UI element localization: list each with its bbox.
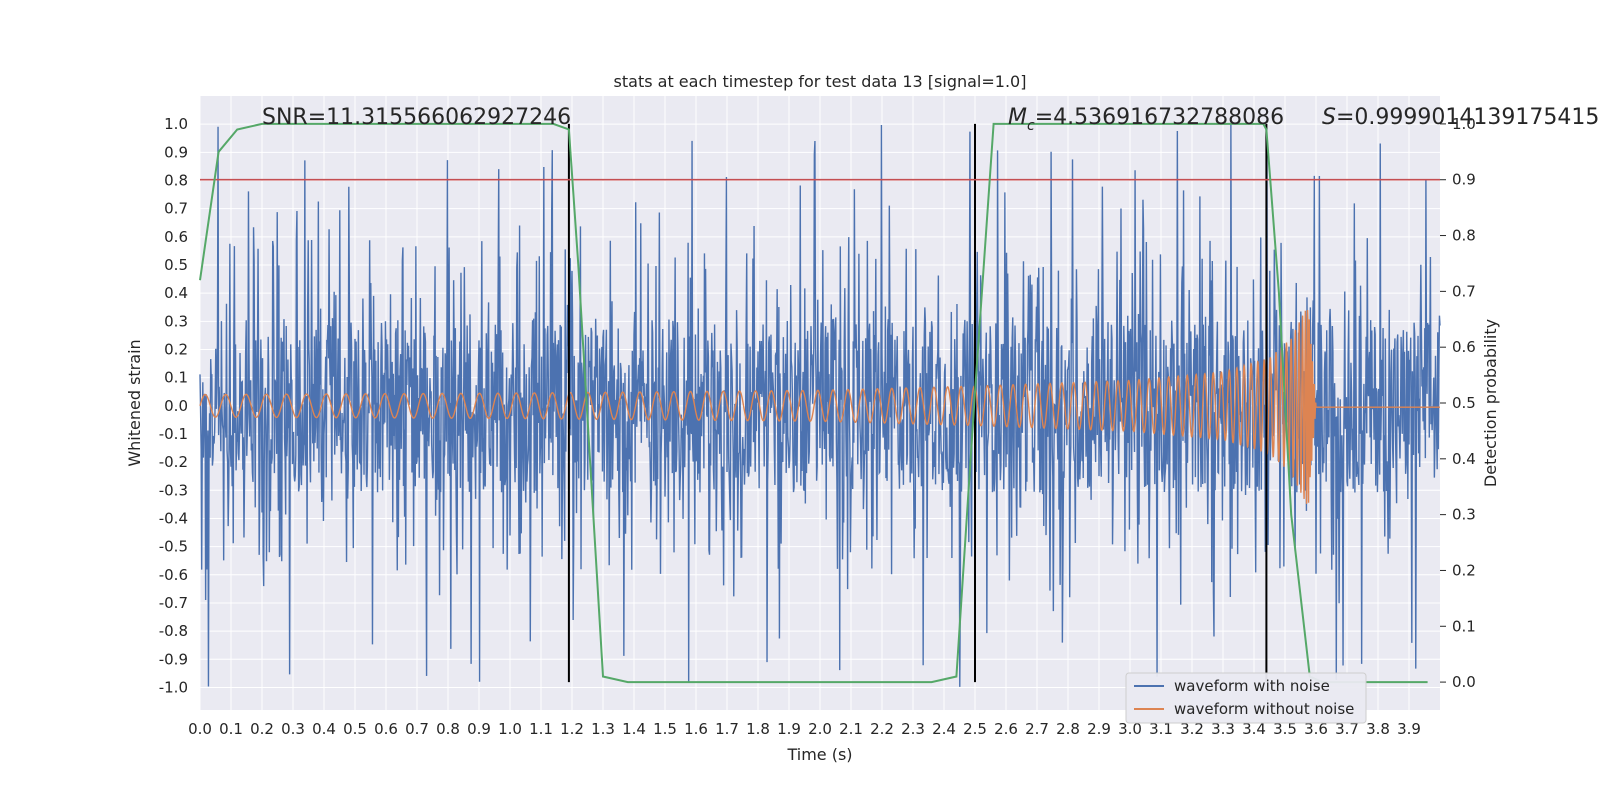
legend: waveform with noise waveform without noi… [1125,672,1367,724]
s-symbol: S [1322,105,1336,130]
x-tick-label: 2.9 [1087,720,1111,738]
y-tick-label: -0.9 [159,650,188,668]
y2-tick-label: 0.6 [1452,338,1476,356]
y-tick-label: 0.9 [164,143,188,161]
chart-title: stats at each timestep for test data 13 … [614,72,1027,91]
y-tick-label: 0.3 [164,312,188,330]
series-detection-probability [199,122,1428,684]
y2-tick-label: 0.9 [1452,171,1476,189]
x-tick-label: 0.8 [436,720,460,738]
x-tick-label: 3.1 [1149,720,1173,738]
y2-tick-label: 0.3 [1452,506,1476,524]
y2-tick-label: 1.0 [1452,115,1476,133]
x-tick-label: 1.6 [684,720,708,738]
x-axis-label: Time (s) [786,745,852,764]
x-tick-label: 3.4 [1242,720,1266,738]
series-waveform-without-noise [199,310,1440,504]
y-tick-label: 0.4 [164,284,188,302]
x-tick-label: 2.0 [808,720,832,738]
y2-tick-label: 0.0 [1452,673,1476,691]
y-tick-label: -0.7 [159,594,188,612]
legend-box [1125,672,1367,724]
x-tick-label: 2.1 [839,720,863,738]
x-tick-label: 1.3 [591,720,615,738]
legend-label-noisy: waveform with noise [1174,677,1330,695]
y-tick-label: 0.8 [164,171,188,189]
y-tick-label: 0.0 [164,397,188,415]
x-tick-label: 1.2 [560,720,584,738]
mc-annotation: Mc=4.536916732788086 [1008,105,1284,134]
y-tick-label: -0.6 [159,566,188,584]
y-tick-label: -0.3 [159,481,188,499]
y-tick-label: -0.4 [159,509,188,527]
y-tick-label: -1.0 [159,678,188,696]
y-tick-label: -0.5 [159,538,188,556]
x-tick-label: 1.7 [715,720,739,738]
y-axis-label: Whitened strain [125,339,144,466]
y2-tick-label: 0.1 [1452,617,1476,635]
x-tick-label: 2.3 [901,720,925,738]
x-tick-label: 2.6 [994,720,1018,738]
y2-tick-label: 0.8 [1452,227,1476,245]
series-waveform-with-noise [199,124,1441,687]
x-tick-label: 0.7 [405,720,429,738]
y-tick-label: -0.8 [159,622,188,640]
x-tick-label: 0.1 [219,720,243,738]
x-tick-label: 3.8 [1366,720,1390,738]
clean-waveform-line [199,310,1440,504]
y2-axis-label: Detection probability [1481,319,1500,487]
x-tick-label: 2.5 [963,720,987,738]
y2-tick-label: 0.2 [1452,561,1476,579]
x-tick-label: 2.2 [870,720,894,738]
x-tick-label: 0.3 [281,720,305,738]
s-annotation: S=0.9999014139175415 [1322,105,1599,130]
y-tick-label: 0.7 [164,200,188,218]
x-tick-labels: 0.0 0.1 0.2 0.3 0.4 0.5 0.6 0.7 0.8 0.9 1.0 1.1 1.2 1… [188,720,1421,738]
x-tick-label: 0.9 [467,720,491,738]
y-tick-label: -0.2 [159,453,188,471]
snr-annotation: SNR=11.315566062927246 [262,105,571,130]
x-tick-label: 2.8 [1056,720,1080,738]
x-tick-label: 1.9 [777,720,801,738]
x-tick-label: 1.8 [746,720,770,738]
x-tick-label: 0.2 [250,720,274,738]
x-tick-label: 3.3 [1211,720,1235,738]
y-tick-labels: 1.0 0.9 0.8 0.7 0.6 0.5 0.4 0.3 0.2 0.1 0.0 -0.1 -0.… [159,115,188,696]
y-tick-label: 0.2 [164,340,188,358]
y-tick-label: 1.0 [164,115,188,133]
x-tick-label: 1.5 [653,720,677,738]
x-tick-label: 0.6 [374,720,398,738]
x-tick-label: 0.4 [312,720,336,738]
x-tick-label: 3.2 [1180,720,1204,738]
y2-tick-label: 0.5 [1452,394,1476,412]
s-value: =0.9999014139175415 [1336,105,1599,130]
x-tick-label: 3.7 [1335,720,1359,738]
x-tick-label: 3.0 [1118,720,1142,738]
x-tick-label: 2.7 [1025,720,1049,738]
x-tick-label: 3.5 [1273,720,1297,738]
x-tick-label: 0.5 [343,720,367,738]
x-tick-label: 1.0 [498,720,522,738]
mc-subscript: c [1027,118,1035,134]
x-tick-label: 3.9 [1397,720,1421,738]
legend-label-clean: waveform without noise [1174,700,1354,718]
y2-tick-label: 0.7 [1452,282,1476,300]
y-tick-label: 0.6 [164,228,188,246]
x-tick-label: 3.6 [1304,720,1328,738]
mc-value: =4.536916732788086 [1035,105,1284,130]
y-tick-label: 0.1 [164,369,188,387]
mc-symbol: M [1008,105,1027,130]
y-tick-label: -0.1 [159,425,188,443]
detection-probability-line [199,122,1428,684]
y-tick-label: 0.5 [164,256,188,274]
x-tick-label: 1.4 [622,720,646,738]
y2-tick-labels: 1.0 0.9 0.8 0.7 0.6 0.5 0.4 0.3 0.2 0.1 0.0 [1440,115,1476,691]
x-tick-label: 2.4 [932,720,956,738]
x-tick-label: 0.0 [188,720,212,738]
x-tick-label: 1.1 [529,720,553,738]
noisy-waveform-line [199,124,1441,687]
y2-tick-label: 0.4 [1452,450,1476,468]
